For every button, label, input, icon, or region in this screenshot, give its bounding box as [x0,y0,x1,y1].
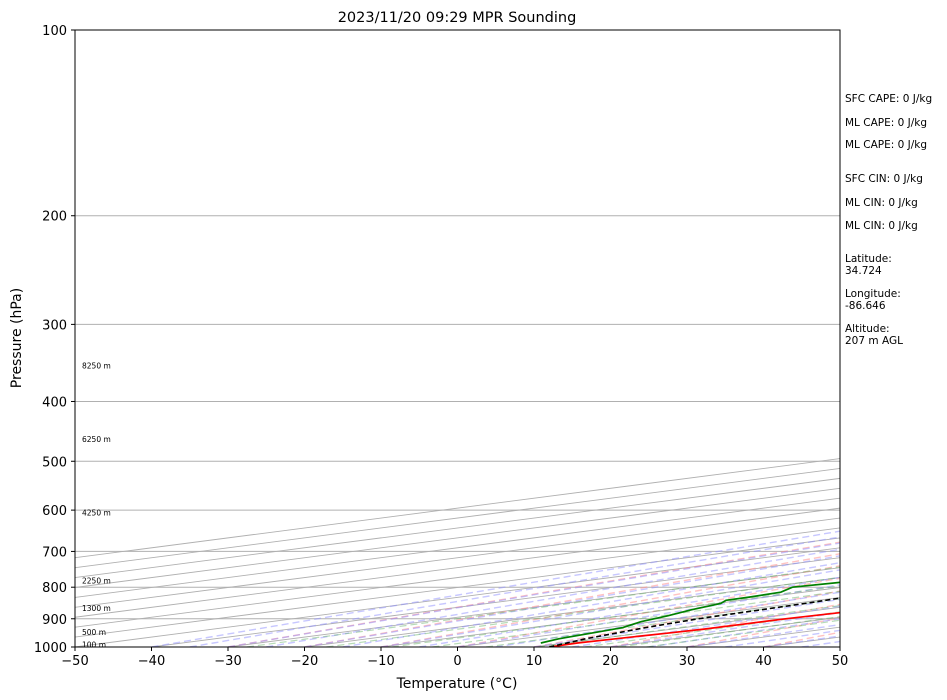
isotherm-line [151,557,840,647]
x-tick-label: 40 [755,654,772,669]
y-tick-label: 400 [42,395,67,410]
isotherm-line [75,547,840,647]
moist-adiabat-line [266,548,840,647]
moist-adiabat-line [495,591,840,647]
x-tick-label: 10 [526,654,543,669]
latitude-value: 34.724 [845,265,882,277]
x-tick-label: 30 [679,654,696,669]
mixing-ratio-line [391,585,840,647]
ml-cape-text-2: ML CAPE: 0 J/kg [845,139,927,151]
temperature-line [549,611,840,647]
data-series [540,581,840,647]
y-tick-label: 600 [42,504,67,519]
side-panel: SFC CAPE: 0 J/kg ML CAPE: 0 J/kg ML CAPE… [845,93,932,347]
x-tick-label: −10 [367,654,394,669]
dewpoint-line [540,581,840,644]
height-label: 8250 m [82,362,111,371]
height-labels: 8250 m 6250 m 4250 m 2250 m 1300 m 500 m 100 m [82,362,111,650]
x-tick-label: −30 [214,654,241,669]
y-tick-label: 200 [42,210,67,225]
y-tick-label: 100 [42,24,67,39]
height-label: 4250 m [82,508,111,517]
height-label: 6250 m [82,435,111,444]
moist-adiabat-line [380,569,840,647]
mixing-ratio-line [646,619,840,647]
plot-frame [74,29,841,648]
chart-title: 2023/11/20 09:29 MPR Sounding [338,10,577,26]
y-tick-label: 500 [42,455,67,470]
mixing-ratio-line [246,566,840,647]
altitude-value: 207 m AGL [845,335,903,347]
moist-adiabat-line [304,555,840,647]
y-tick-label: 700 [42,545,67,560]
mixing-ratio-line [619,615,840,647]
mixing-ratio-line [432,590,840,647]
background-lines [75,30,840,647]
sfc-cape-text: SFC CAPE: 0 J/kg [845,93,932,105]
mixing-ratio-line [326,576,840,647]
longitude-label: Longitude: [845,288,901,300]
ml-cin-text: ML CIN: 0 J/kg [845,197,918,209]
isotherm-line [75,537,840,638]
x-tick-label: 0 [453,654,461,669]
y-tick-label: 900 [42,613,67,628]
isotherm-line [75,517,840,618]
sfc-cin-text: SFC CIN: 0 J/kg [845,173,923,185]
y-tick-label: 800 [42,581,67,596]
height-label: 2250 m [82,576,111,585]
isotherm-line [75,468,840,569]
x-tick-label: 50 [832,654,849,669]
axis-ticks: −50 −40 −30 −20 −10 0 10 20 30 40 50 100 200 300 400 50… [34,24,848,669]
y-tick-label: 300 [42,318,67,333]
moist-adiabat-line [419,576,840,647]
isotherm-line [75,527,840,628]
ml-cin-text-2: ML CIN: 0 J/kg [845,220,918,232]
isotherm-line [75,477,840,579]
height-label: 500 m [82,628,106,637]
x-tick-label: −20 [291,654,318,669]
y-tick-label: 1000 [34,641,67,656]
moist-adiabat-line [227,542,840,647]
height-label: 1300 m [82,604,111,613]
dry-adiabat-line [380,565,840,647]
isotherm-line [75,487,840,588]
ml-cape-text: ML CAPE: 0 J/kg [845,117,927,129]
mixing-ratio-line [584,611,840,647]
altitude-label: Altitude: [845,323,890,335]
isotherm-line [75,458,840,559]
x-tick-label: −40 [138,654,165,669]
isotherm-line [75,497,840,598]
mixing-ratio-line [537,604,840,647]
x-tick-label: −50 [61,654,88,669]
longitude-value: -86.646 [845,300,886,312]
latitude-label: Latitude: [845,253,892,265]
dry-adiabat-line [457,577,840,647]
y-axis-label: Pressure (hPa) [9,288,25,388]
moist-adiabat-line [189,536,840,647]
isotherm-line [75,507,840,608]
x-axis-label: Temperature (°C) [396,676,518,692]
x-tick-label: 20 [602,654,619,669]
height-label: 100 m [82,640,106,649]
moist-adiabat-line [151,530,840,647]
